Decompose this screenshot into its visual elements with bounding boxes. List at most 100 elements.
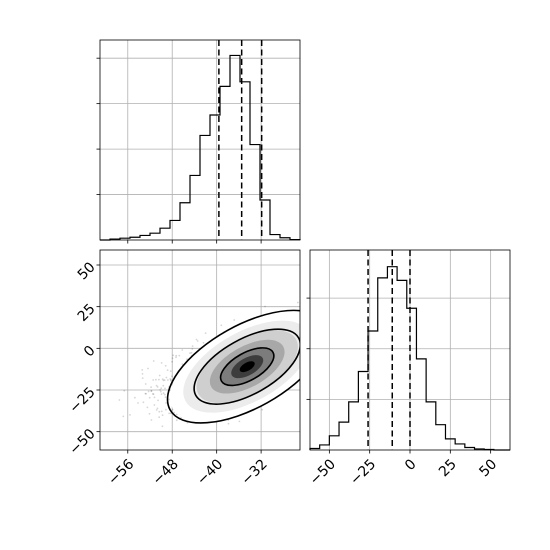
data-point	[141, 377, 144, 379]
data-point	[170, 379, 173, 382]
data-point	[172, 354, 175, 357]
data-point	[164, 396, 167, 399]
histogram-x-ticks	[96, 57, 262, 244]
data-point	[129, 414, 131, 416]
data-point	[155, 378, 157, 381]
data-point	[163, 393, 166, 396]
data-point	[162, 379, 165, 382]
data-point	[162, 392, 165, 395]
data-point	[160, 362, 163, 364]
histogram-y-quantile-lines	[367, 250, 411, 450]
data-point	[155, 409, 158, 411]
data-point	[156, 386, 159, 388]
data-point	[169, 379, 172, 381]
data-point	[134, 396, 136, 399]
histogram-x-steps	[100, 54, 301, 241]
data-point	[150, 386, 153, 388]
data-point	[168, 412, 171, 415]
data-point	[152, 379, 155, 381]
data-point	[165, 408, 167, 411]
data-point	[164, 387, 166, 390]
data-point	[189, 352, 191, 355]
data-point	[169, 378, 172, 380]
contour-line	[219, 347, 275, 387]
data-point	[161, 378, 164, 381]
density-shading	[169, 311, 300, 423]
contour-line	[166, 309, 300, 424]
data-point	[178, 354, 181, 357]
data-point	[150, 390, 153, 392]
data-point	[144, 383, 147, 385]
data-point	[181, 349, 184, 351]
data-point	[152, 393, 155, 396]
data-point	[167, 379, 169, 381]
data-point	[156, 407, 159, 410]
data-point	[123, 389, 126, 392]
data-point	[152, 393, 154, 395]
data-point	[204, 332, 207, 334]
data-point	[150, 419, 153, 421]
data-point	[122, 415, 125, 418]
data-point	[261, 408, 264, 411]
data-point	[175, 419, 178, 422]
data-point	[148, 412, 151, 415]
data-point	[159, 390, 162, 393]
histogram-y-steps	[309, 266, 510, 451]
data-point	[148, 396, 151, 399]
data-point	[158, 374, 161, 377]
data-point	[160, 393, 163, 395]
data-point	[171, 360, 174, 363]
data-point	[191, 345, 194, 347]
data-point	[196, 340, 199, 342]
data-point	[166, 369, 169, 371]
data-point	[155, 384, 158, 387]
histogram-x-quantile-lines	[218, 40, 263, 240]
data-point	[157, 399, 159, 402]
data-point	[144, 392, 147, 395]
data-point	[153, 404, 156, 406]
data-point	[163, 379, 166, 381]
data-point	[175, 354, 178, 357]
data-point	[158, 410, 161, 413]
data-point	[227, 422, 230, 425]
data-point	[160, 387, 163, 390]
histogram-x-frame	[99, 39, 301, 241]
data-point	[238, 420, 241, 423]
scatter-frame	[99, 249, 301, 451]
scatter-grid	[100, 250, 300, 450]
data-point	[168, 398, 170, 401]
data-point	[159, 389, 162, 391]
data-point	[137, 402, 139, 404]
contour-line	[193, 328, 300, 405]
data-point	[150, 390, 153, 392]
data-point	[147, 367, 149, 370]
data-point	[296, 301, 299, 304]
data-point	[181, 363, 184, 366]
data-point	[175, 356, 177, 359]
density-contours	[166, 309, 300, 424]
data-point	[264, 305, 266, 308]
density-level	[239, 361, 255, 373]
data-point	[171, 357, 174, 360]
data-point	[171, 375, 173, 378]
data-point	[202, 341, 205, 344]
histogram-x-panel	[96, 39, 301, 244]
data-point	[158, 416, 161, 419]
data-point	[165, 376, 168, 379]
data-point	[160, 410, 163, 413]
data-point	[152, 360, 155, 362]
data-point	[169, 370, 172, 372]
data-point	[171, 408, 174, 411]
data-point	[147, 390, 150, 393]
data-point	[162, 384, 165, 387]
data-point	[233, 319, 236, 321]
data-point	[161, 425, 164, 428]
data-point	[153, 396, 156, 399]
data-point	[195, 338, 198, 341]
data-point	[118, 399, 121, 401]
data-point	[220, 324, 223, 327]
data-point	[142, 401, 145, 404]
data-point	[146, 406, 149, 409]
data-point	[161, 414, 164, 417]
